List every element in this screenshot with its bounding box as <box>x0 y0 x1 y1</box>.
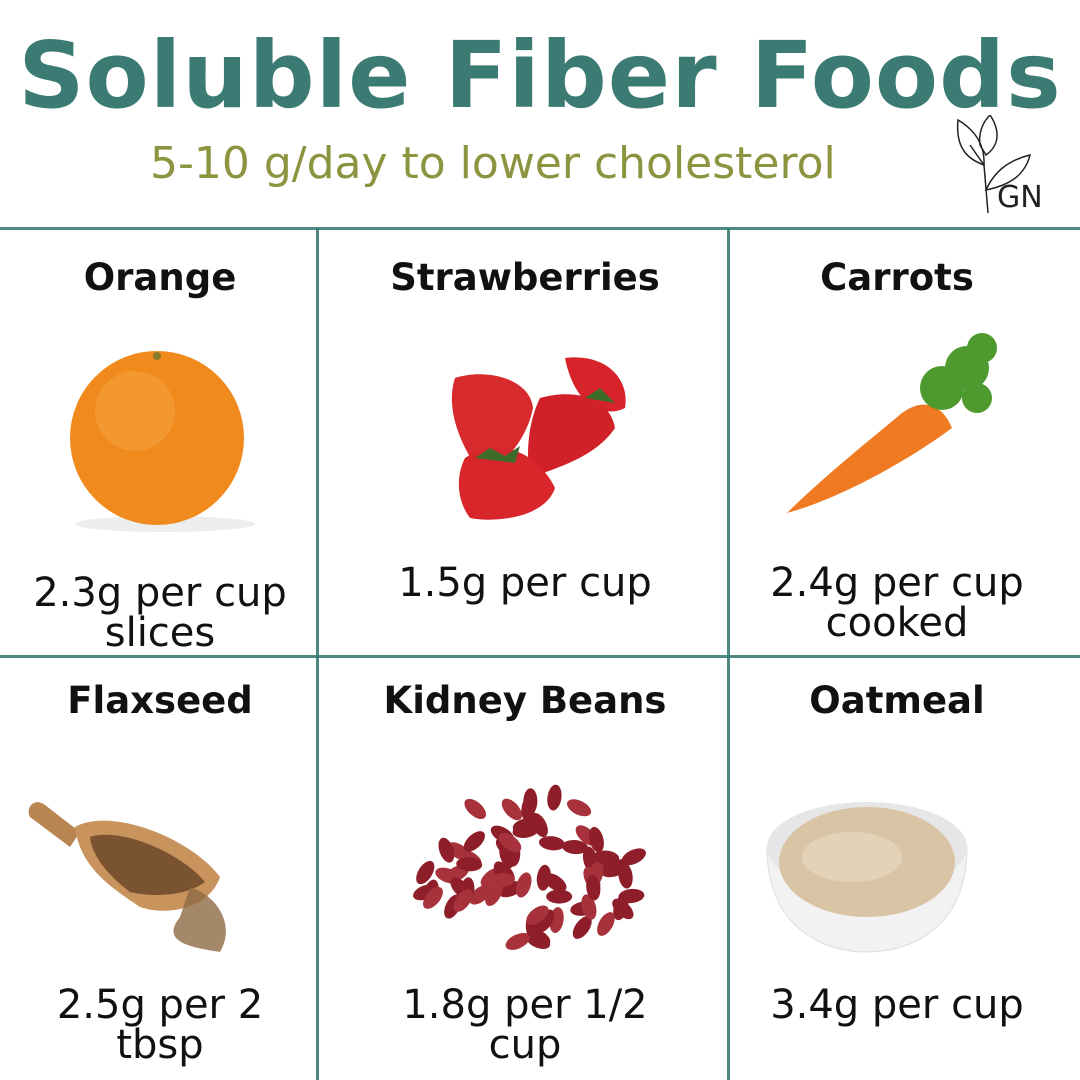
oatmeal-bowl-image <box>766 802 968 953</box>
grid-line-top <box>0 227 1080 230</box>
page-subtitle: 5-10 g/day to lower cholesterol <box>150 138 836 189</box>
fiber-amount: 2.5g per 2 tbsp <box>56 982 264 1068</box>
food-card-flaxseed: Flaxseed 2.5g per 2 tbsp <box>0 657 340 1080</box>
food-name: Flaxseed <box>67 679 253 722</box>
grid-line-left <box>316 228 319 1080</box>
grid-line-right <box>727 228 730 1080</box>
strawberries-image <box>451 357 626 520</box>
food-card-kidney-beans: Kidney Beans 1.8g per 1/2 cup <box>345 657 705 1080</box>
orange-image <box>70 351 255 532</box>
fiber-amount: 3.4g per cup <box>770 982 1024 1028</box>
food-name: Strawberries <box>390 256 660 299</box>
leaf-logo-icon <box>956 115 1032 214</box>
food-name: Kidney Beans <box>383 679 667 722</box>
fiber-amount: 1.5g per cup <box>398 560 652 606</box>
kidney-beans-image <box>413 784 646 950</box>
carrot-image <box>787 333 997 513</box>
fiber-amount: 2.4g per cup cooked <box>770 560 1024 646</box>
food-name: Oatmeal <box>809 679 985 722</box>
page-title: Soluble Fiber Foods <box>18 22 1062 129</box>
fiber-amount: 2.3g per cup slices <box>33 570 287 656</box>
food-card-orange: Orange 2.3g per cup slices <box>0 228 340 655</box>
food-name: Carrots <box>820 256 974 299</box>
grid-line-middle <box>0 655 1080 658</box>
food-card-carrots: Carrots 2.4g per cup cooked <box>717 228 1077 655</box>
fiber-amount: 1.8g per 1/2 cup <box>402 982 648 1068</box>
food-name: Orange <box>83 256 237 299</box>
food-card-oatmeal: Oatmeal 3.4g per cup <box>717 657 1077 1080</box>
food-card-strawberries: Strawberries 1.5g per cup <box>345 228 705 655</box>
logo-text: GN <box>997 180 1043 215</box>
flaxseed-scoop-image <box>28 802 226 952</box>
